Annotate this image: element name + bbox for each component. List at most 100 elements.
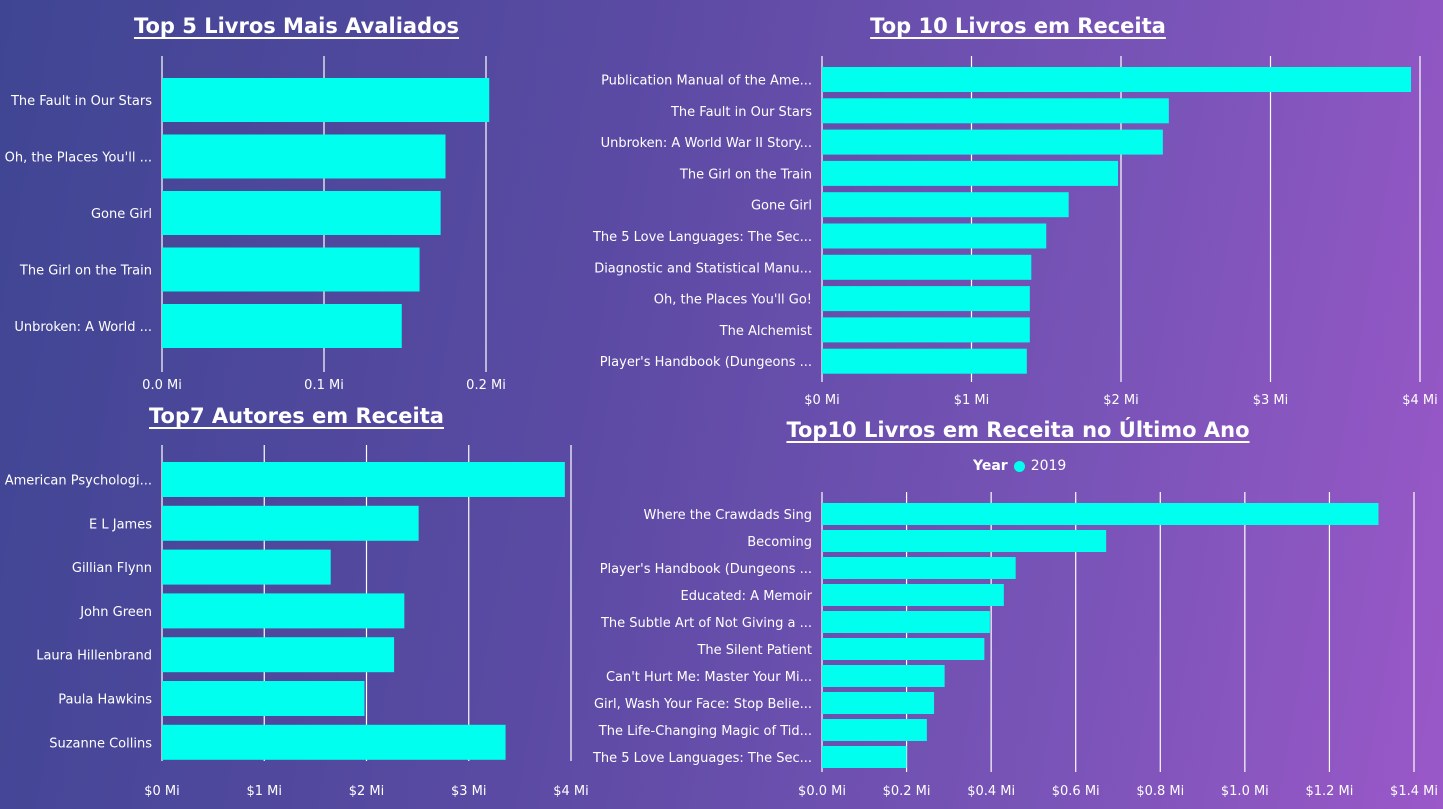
bar (162, 681, 365, 716)
bar (162, 134, 446, 179)
bar (822, 584, 1004, 606)
category-label: John Green (79, 605, 152, 620)
x-tick-label: $0.8 Mi (1136, 784, 1184, 799)
bar-chart-plot: $0 Mi $1 Mi $2 Mi $3 Mi $4 Mi American Psycho… (5, 445, 589, 799)
x-tick-label: $0.2 Mi (883, 784, 931, 799)
category-label: American Psychologi... (5, 474, 152, 489)
bar (822, 719, 927, 741)
category-label: Can't Hurt Me: Master Your Mi... (606, 670, 812, 685)
x-tick-label: $0 Mi (144, 784, 180, 799)
bar (822, 557, 1016, 579)
bar (162, 247, 420, 292)
bar (822, 348, 1027, 374)
legend-entry: 2019 (1030, 458, 1067, 474)
category-label: The 5 Love Languages: The Sec... (592, 230, 812, 245)
bar (822, 192, 1069, 218)
bar (162, 637, 395, 673)
category-label: Unbroken: A World ... (14, 320, 152, 335)
x-tick-label: $3 Mi (451, 784, 487, 799)
x-tick-label: $1.4 Mi (1390, 784, 1438, 799)
chart-title: Top10 Livros em Receita no Último Ano (786, 418, 1250, 442)
x-tick-label: $2 Mi (349, 784, 385, 799)
category-label: The Alchemist (719, 324, 812, 339)
chart-top10-livros-ultimo-ano: Top10 Livros em Receita no Último Ano Ye… (592, 410, 1443, 809)
x-tick-label: $0 Mi (804, 393, 840, 408)
bar (162, 304, 402, 348)
category-label: Gillian Flynn (72, 561, 152, 576)
chart-title: Top 10 Livros em Receita (870, 14, 1166, 38)
bar (822, 746, 907, 768)
x-tick-label: $4 Mi (1402, 393, 1438, 408)
chart-top10-livros-receita: Top 10 Livros em Receita $0 Mi $1 Mi $2 Mi… (592, 0, 1443, 410)
bar (822, 692, 935, 714)
bar-chart-plot: 0.0 Mi 0.1 Mi 0.2 Mi The Fault in Our Stars… (5, 56, 506, 393)
category-label: The Subtle Art of Not Giving a ... (600, 616, 812, 631)
category-label: The Girl on the Train (19, 264, 152, 279)
bar (822, 129, 1163, 155)
bar (162, 724, 506, 760)
chart-top5-livros-avaliados: Top 5 Livros Mais Avaliados 0.0 Mi 0.1 Mi… (0, 0, 560, 400)
category-label: Unbroken: A World War II Story... (601, 136, 812, 151)
x-tick-label: $0.4 Mi (967, 784, 1015, 799)
bar (822, 254, 1032, 280)
bar-chart-plot: $0.0 Mi $0.2 Mi $0.4 Mi $0.6 Mi $0.8 Mi $1.0 … (592, 492, 1438, 799)
x-tick-label: $0.0 Mi (798, 784, 846, 799)
bar (822, 638, 985, 660)
x-tick-label: 0.1 Mi (304, 378, 344, 393)
x-tick-label: $2 Mi (1103, 393, 1139, 408)
bar (822, 223, 1047, 249)
bar (162, 505, 419, 541)
category-label: Oh, the Places You'll ... (5, 151, 152, 166)
bar (822, 530, 1107, 552)
x-tick-label: 0.0 Mi (142, 378, 182, 393)
bar (822, 665, 945, 687)
category-label: The Girl on the Train (679, 167, 812, 182)
category-label: The 5 Love Languages: The Sec... (592, 751, 812, 766)
bar (822, 317, 1030, 343)
x-tick-label: $0.6 Mi (1052, 784, 1100, 799)
x-tick-label: $1.2 Mi (1305, 784, 1353, 799)
bar (162, 78, 490, 122)
bar (822, 286, 1030, 312)
x-tick-label: $3 Mi (1253, 393, 1289, 408)
bar (162, 462, 565, 497)
bar (822, 98, 1169, 124)
bar-chart-plot: $0 Mi $1 Mi $2 Mi $3 Mi $4 Mi Publication Man… (592, 56, 1438, 408)
bar (822, 503, 1379, 525)
category-label: Educated: A Memoir (681, 589, 813, 604)
x-tick-label: $4 Mi (553, 784, 589, 799)
category-label: Player's Handbook (Dungeons ... (600, 355, 812, 370)
category-label: Publication Manual of the Ame... (601, 74, 812, 89)
category-label: Laura Hillenbrand (36, 649, 152, 664)
bar (162, 593, 405, 629)
category-label: Player's Handbook (Dungeons ... (600, 562, 812, 577)
bar (822, 67, 1412, 92)
chart-top7-autores-receita: Top7 Autores em Receita $0 Mi $1 Mi $2 Mi $… (0, 400, 593, 809)
chart-title: Top7 Autores em Receita (149, 404, 444, 428)
category-label: Diagnostic and Statistical Manu... (594, 261, 812, 276)
chart-legend: Year 2019 (973, 458, 1066, 474)
category-label: The Silent Patient (696, 643, 812, 658)
category-label: Gone Girl (91, 207, 152, 222)
legend-marker (1013, 460, 1025, 472)
category-label: Paula Hawkins (58, 693, 152, 708)
x-tick-label: $1 Mi (246, 784, 282, 799)
bar (822, 611, 990, 633)
category-label: Girl, Wash Your Face: Stop Belie... (594, 697, 812, 712)
category-label: Where the Crawdads Sing (644, 508, 813, 523)
chart-title: Top 5 Livros Mais Avaliados (133, 14, 460, 38)
bar (162, 549, 331, 585)
category-label: The Life-Changing Magic of Tid... (598, 724, 812, 739)
bar (162, 191, 441, 235)
category-label: Oh, the Places You'll Go! (654, 293, 812, 308)
x-tick-label: $1 Mi (954, 393, 990, 408)
category-label: Suzanne Collins (49, 736, 152, 751)
category-label: Becoming (747, 535, 812, 550)
category-label: The Fault in Our Stars (670, 105, 812, 120)
bar (822, 160, 1119, 186)
legend-title: Year (973, 458, 1008, 474)
category-label: Gone Girl (751, 199, 812, 214)
x-tick-label: $1.0 Mi (1221, 784, 1269, 799)
x-tick-label: 0.2 Mi (466, 378, 506, 393)
category-label: The Fault in Our Stars (10, 94, 152, 109)
